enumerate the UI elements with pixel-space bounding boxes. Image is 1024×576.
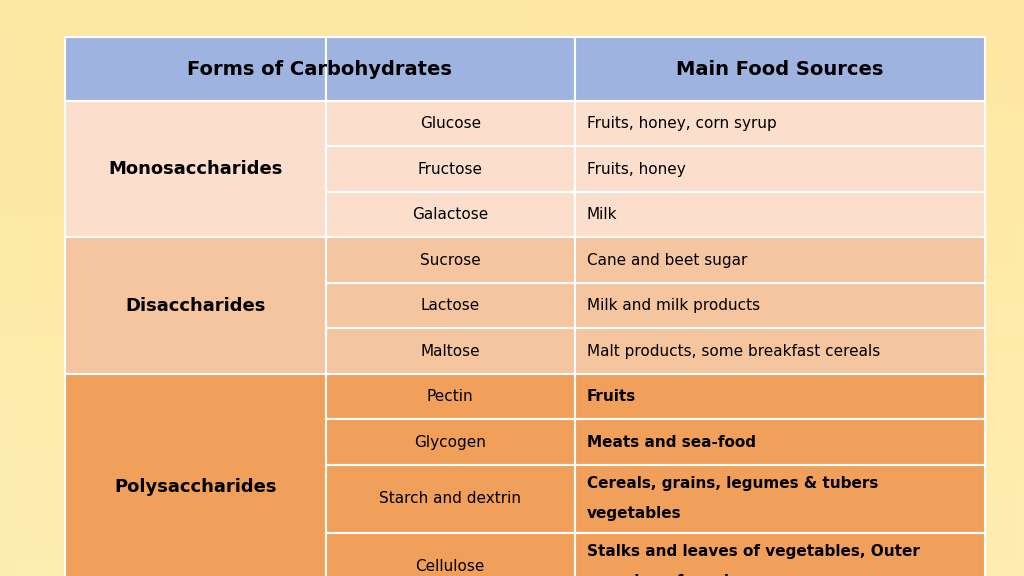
Bar: [574, 419, 985, 465]
Bar: [326, 146, 574, 192]
Bar: [326, 237, 574, 283]
Text: Fructose: Fructose: [418, 161, 482, 177]
Text: Pectin: Pectin: [427, 389, 473, 404]
Text: Glycogen: Glycogen: [415, 434, 486, 450]
Bar: [326, 533, 574, 576]
Text: Milk and milk products: Milk and milk products: [587, 298, 760, 313]
Text: Fruits, honey: Fruits, honey: [587, 161, 685, 177]
Text: Fruits, honey, corn syrup: Fruits, honey, corn syrup: [587, 116, 776, 131]
Text: Cereals, grains, legumes & tubers: Cereals, grains, legumes & tubers: [587, 476, 879, 491]
Text: Main Food Sources: Main Food Sources: [676, 60, 884, 78]
Bar: [326, 192, 574, 237]
Text: Cellulose: Cellulose: [416, 559, 485, 574]
Bar: [574, 101, 985, 146]
Text: Starch and dextrin: Starch and dextrin: [379, 491, 521, 506]
Text: Milk: Milk: [587, 207, 617, 222]
Text: Forms of Carbohydrates: Forms of Carbohydrates: [187, 60, 452, 78]
Bar: [574, 533, 985, 576]
Bar: [65, 101, 326, 237]
Bar: [326, 37, 574, 101]
Text: Meats and sea-food: Meats and sea-food: [587, 434, 756, 450]
Bar: [65, 37, 326, 101]
Bar: [574, 37, 985, 101]
Text: Sucrose: Sucrose: [420, 252, 480, 268]
Bar: [65, 374, 326, 576]
Text: Cane and beet sugar: Cane and beet sugar: [587, 252, 748, 268]
Text: Fruits: Fruits: [587, 389, 636, 404]
Text: Polysaccharides: Polysaccharides: [114, 478, 276, 497]
Text: Stalks and leaves of vegetables, Outer: Stalks and leaves of vegetables, Outer: [587, 544, 920, 559]
Bar: [326, 101, 574, 146]
Bar: [574, 146, 985, 192]
Bar: [326, 419, 574, 465]
Bar: [574, 328, 985, 374]
Text: vegetables: vegetables: [587, 506, 681, 521]
Text: Monosaccharides: Monosaccharides: [109, 160, 283, 178]
Bar: [326, 465, 574, 533]
Bar: [574, 237, 985, 283]
Text: Disaccharides: Disaccharides: [125, 297, 265, 314]
Bar: [574, 192, 985, 237]
Bar: [326, 328, 574, 374]
Text: covering of seeds: covering of seeds: [587, 574, 738, 576]
Text: Glucose: Glucose: [420, 116, 481, 131]
Bar: [326, 283, 574, 328]
Bar: [65, 237, 326, 374]
Bar: [574, 283, 985, 328]
Text: Malt products, some breakfast cereals: Malt products, some breakfast cereals: [587, 343, 880, 359]
Text: Maltose: Maltose: [421, 343, 480, 359]
Bar: [574, 465, 985, 533]
Bar: [326, 374, 574, 419]
Text: Lactose: Lactose: [421, 298, 480, 313]
Bar: [574, 374, 985, 419]
Text: Galactose: Galactose: [412, 207, 488, 222]
